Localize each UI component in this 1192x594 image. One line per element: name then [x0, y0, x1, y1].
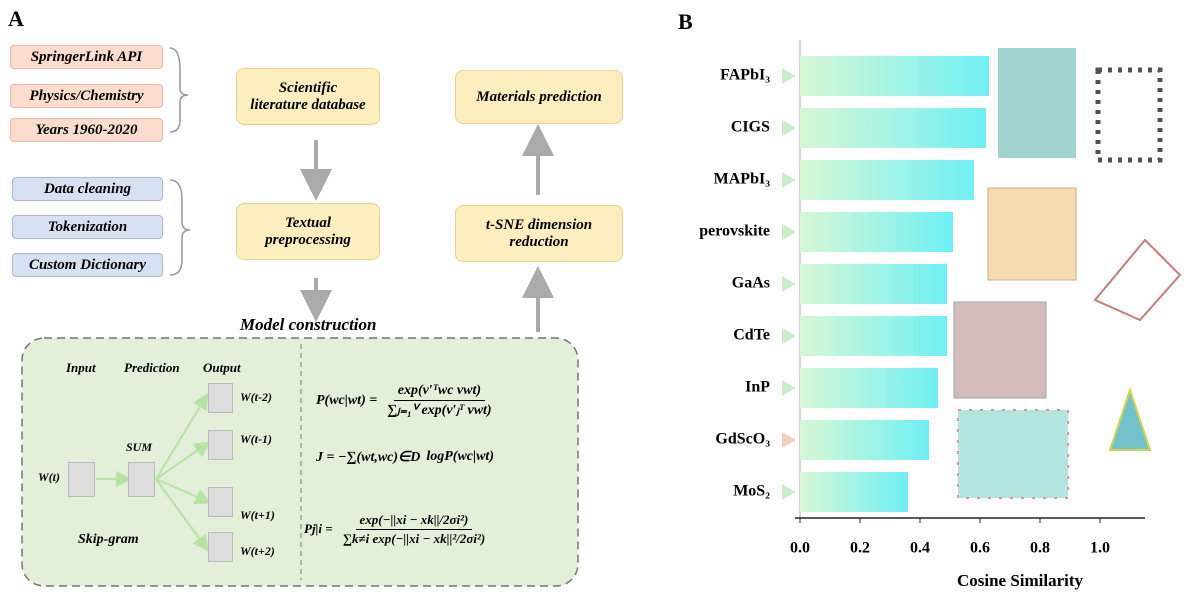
bar: [800, 420, 929, 460]
bar: [800, 56, 989, 96]
bar: [800, 108, 986, 148]
equation-den: ∑k≠i exp(−||xi − xk||²/2σi²): [339, 530, 490, 547]
column-label: Output: [203, 360, 241, 376]
category-marker: [782, 68, 796, 84]
equation-lhs: P(wc|wt) =: [316, 393, 377, 409]
node-box: [208, 383, 233, 413]
bar: [800, 472, 908, 512]
equation-num: exp(−||xi − xk||/2σi²): [356, 512, 473, 530]
x-tick-label: 0.8: [1030, 540, 1050, 557]
y-tick-label: CdTe: [733, 327, 770, 344]
y-tick-label: MAPbI₃: [714, 171, 771, 188]
category-marker: [782, 380, 796, 396]
panel-label: B: [678, 9, 693, 34]
category-marker: [782, 276, 796, 292]
bar: [800, 368, 938, 408]
x-tick-label: 0.4: [910, 540, 930, 557]
y-tick-label: InP: [745, 379, 770, 396]
category-marker: [782, 172, 796, 188]
x-tick-label: 1.0: [1090, 540, 1110, 557]
x-axis-title: Cosine Similarity: [957, 571, 1084, 590]
equation: Pj|i = exp(−||xi − xk||/2σi²)∑k≠i exp(−|…: [304, 505, 489, 553]
bar: [800, 212, 953, 252]
column-label: Prediction: [124, 360, 180, 376]
x-tick-label: 0.2: [850, 540, 870, 557]
equation-den: ∑ⱼ₌₁ⱽ exp(v′ⱼᵀ vwt): [383, 401, 495, 419]
x-tick-label: 0.6: [970, 540, 990, 557]
bar-chart: B 0.0 0.2 0.4 0.6 0.8 1.0 Cosine Similarity FAP…: [650, 0, 1192, 594]
y-tick-label: GaAs: [732, 275, 770, 292]
node-box: [128, 462, 155, 497]
output-label: W(t-1): [240, 432, 272, 447]
x-tick-label: 0.0: [790, 540, 810, 557]
y-tick-label: FAPbI₃: [720, 67, 770, 84]
y-tick-label: MoS₂: [733, 483, 770, 500]
output-label: W(t+2): [240, 544, 275, 559]
model-title: Model construction: [240, 315, 377, 335]
y-tick-label: GdScO₃: [715, 431, 770, 448]
category-marker: [782, 484, 796, 500]
node-box: [208, 532, 233, 562]
category-marker: [782, 120, 796, 136]
bar: [800, 316, 947, 356]
equation-num: logP(wc|wt): [426, 449, 494, 465]
output-label: W(t+1): [240, 508, 275, 523]
category-marker: [782, 328, 796, 344]
bar: [800, 160, 974, 200]
y-tick-label: perovskite: [699, 223, 770, 240]
method-label: Skip-gram: [78, 532, 139, 548]
equation-num: exp(v′ᵀwc vwt): [394, 383, 485, 401]
column-label: Input: [66, 360, 96, 376]
sum-label: SUM: [126, 440, 152, 455]
equation: J = −∑(wt,wc)∈D logP(wc|wt): [316, 443, 494, 471]
node-box: [68, 462, 95, 497]
bar: [800, 264, 947, 304]
input-label: W(t): [38, 470, 60, 485]
node-box: [208, 430, 233, 460]
node-box: [208, 487, 233, 517]
equation: P(wc|wt) = exp(v′ᵀwc vwt)∑ⱼ₌₁ⱽ exp(v′ⱼᵀ …: [316, 378, 496, 424]
y-tick-label: CIGS: [731, 119, 770, 136]
output-label: W(t-2): [240, 390, 272, 405]
equation-lhs: Pj|i =: [304, 521, 333, 537]
page: A SpringerLink API Physics/Chemistry Yea…: [0, 0, 1192, 594]
category-marker: [782, 432, 796, 448]
category-marker: [782, 224, 796, 240]
crystal-illustrations: [954, 48, 1180, 498]
equation-lhs: J = −∑(wt,wc)∈D: [316, 449, 420, 466]
